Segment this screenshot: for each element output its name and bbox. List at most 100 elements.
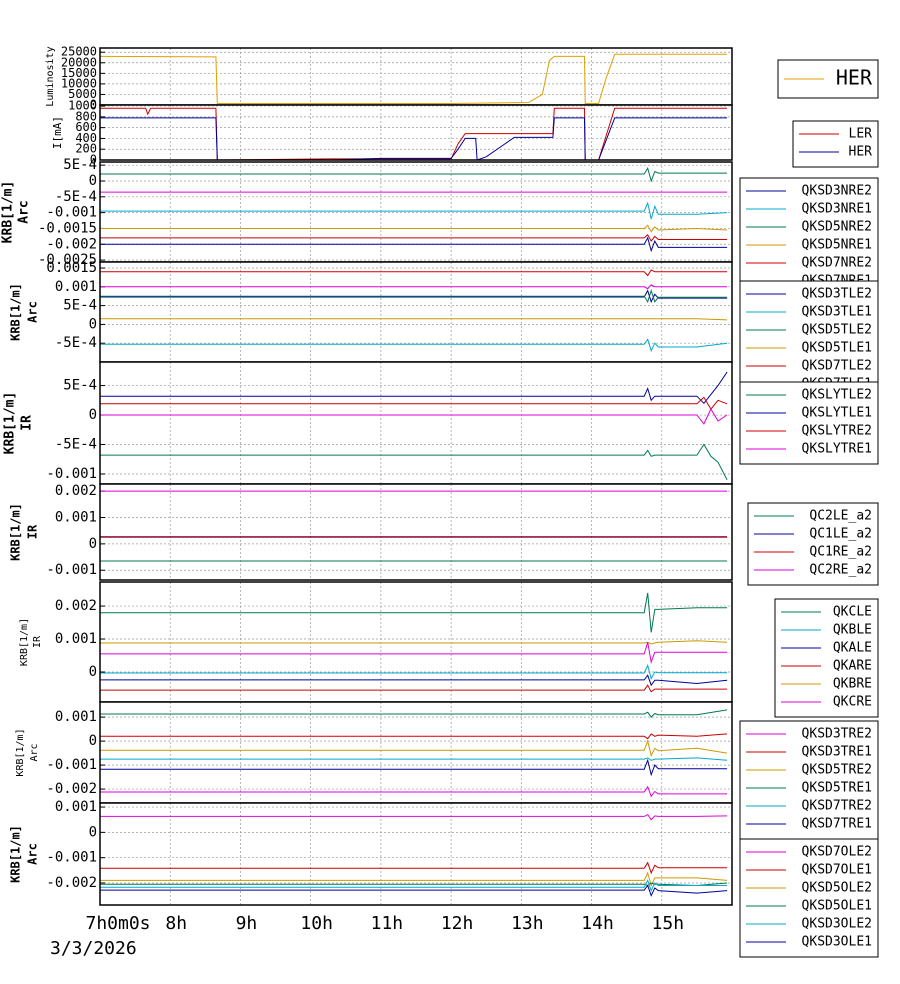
y-tick-label: 1000: [68, 99, 97, 113]
y-tick-label: 0.002: [55, 483, 97, 499]
legend-box: [739, 177, 879, 297]
legend-label: HER: [849, 145, 873, 160]
legend-box: [747, 502, 879, 586]
y-tick-label: -0.001: [46, 850, 97, 866]
legend-box: [792, 120, 879, 168]
legend-label: QKSD7TLE2: [802, 359, 872, 374]
y-tick-label: 5E-4: [63, 378, 97, 394]
panel: [100, 702, 732, 803]
series-line: [100, 396, 728, 410]
series-line: [100, 284, 728, 290]
series-line: [100, 224, 728, 233]
y-axis-label: IR: [32, 635, 43, 648]
legend-label: QC1RE_a2: [809, 545, 872, 560]
y-axis-label: Luminosity: [45, 46, 56, 106]
y-tick-label: 0.001: [55, 709, 97, 725]
legend-label: QKBLE: [833, 623, 872, 638]
legend-label: QKSD5TLE2: [802, 323, 872, 338]
legend-label: QKCLE: [833, 605, 872, 620]
legend-label: QKSD3TRE2: [802, 727, 872, 742]
y-tick-label: -5E-4: [55, 437, 97, 453]
y-axis-label: I[mA]: [51, 116, 64, 149]
legend: QKCLE QKBLE QKALE QKARE QKBRE QKCRE: [774, 598, 879, 718]
series-line: [100, 443, 728, 481]
y-axis-label: KRB[1/m]: [9, 825, 23, 883]
y-tick-label: -0.001: [46, 757, 97, 773]
legend: LER HER: [792, 120, 879, 168]
legend-label: QKSD5OLE1: [802, 899, 872, 914]
series-line: [100, 879, 728, 892]
legend-label: QKSD7TRE1: [802, 817, 872, 832]
legend-label: QC2RE_a2: [809, 563, 872, 578]
series-line: [100, 709, 728, 718]
y-tick-label: 200: [75, 142, 97, 156]
y-tick-label: -0.001: [46, 562, 97, 578]
y-tick-label: 0: [90, 98, 97, 112]
series-line: [100, 338, 728, 353]
y-axis-label: Arc: [29, 743, 40, 761]
legend-label: LER: [849, 127, 873, 142]
panel-frame: [99, 483, 733, 581]
y-tick-label: -0.002: [46, 875, 97, 891]
series-line: [100, 642, 728, 665]
y-axis-label: KRB[1/m]: [9, 503, 23, 561]
legend-label: QKSD3TLE2: [802, 287, 872, 302]
series-line: [100, 785, 728, 798]
y-tick-label: 0: [90, 153, 97, 167]
legend: QKSLYTLE2 QKSLYTLE1 QKSLYTRE2 QKSLYTRE1: [739, 381, 879, 465]
series-line: [100, 269, 728, 277]
series-line: [100, 861, 728, 875]
x-tick-label: 8h: [165, 913, 187, 934]
series-line: [100, 663, 728, 680]
series-line: [100, 236, 728, 253]
legend-box: [739, 838, 879, 958]
legend-box: [774, 598, 879, 718]
y-tick-label: 0: [89, 664, 97, 680]
y-axis-label: KRB[1/m]: [3, 392, 18, 455]
legend-label: QKSD5NRE1: [802, 238, 872, 253]
series-line: [100, 371, 728, 405]
y-tick-label: 0: [89, 173, 97, 189]
legend: QKSD3NRE2 QKSD3NRE1 QKSD5NRE2 QKSD5NRE1 QKSD…: [739, 177, 879, 297]
legend-label: QKSD3OLE1: [802, 935, 872, 950]
y-tick-label: 0.002: [55, 598, 97, 614]
legend-label: QKSD7TRE2: [802, 799, 872, 814]
date-label: 3/3/2026: [50, 938, 137, 959]
series-line: [100, 318, 728, 321]
legend-box: [739, 280, 879, 400]
y-tick-label: 5000: [68, 87, 97, 101]
legend-label: QKSD3NRE2: [802, 184, 872, 199]
series-line: [100, 167, 728, 183]
y-axis-label: Arc: [17, 200, 32, 223]
y-tick-label: -0.0015: [38, 220, 97, 236]
y-axis-label: IR: [26, 524, 40, 539]
y-tick-label: 0.001: [55, 799, 97, 815]
panel: [100, 484, 732, 580]
panel: [100, 162, 732, 262]
legend-label: QKSD7OLE1: [802, 863, 872, 878]
y-tick-label: 0: [89, 824, 97, 840]
legend-label: QKSD5TLE1: [802, 341, 872, 356]
legend-label: QKSLYTLE2: [802, 388, 872, 403]
y-tick-label: -0.001: [46, 205, 97, 221]
y-axis-label: KRB[1/m]: [19, 618, 30, 666]
y-tick-label: 25000: [61, 45, 97, 59]
series-line: [100, 757, 728, 761]
panel: [100, 362, 732, 484]
legend: QKSD3TLE2 QKSD3TLE1 QKSD5TLE2 QKSD5TLE1 QKSD…: [739, 280, 879, 400]
legend: QC2LE_a2 QC1LE_a2 QC1RE_a2 QC2RE_a2: [747, 502, 879, 586]
x-tick-label: 10h: [300, 913, 333, 934]
x-tick-label: 13h: [511, 913, 544, 934]
y-tick-label: 0.001: [55, 279, 97, 295]
panel: [100, 582, 732, 702]
legend-label: QKALE: [833, 641, 872, 656]
x-tick-label: 15h: [652, 913, 685, 934]
y-tick-label: 800: [75, 109, 97, 123]
series-line: [100, 408, 728, 425]
panel-frame: [99, 802, 733, 906]
x-tick-label: 12h: [441, 913, 474, 934]
legend-label: QKCRE: [833, 695, 872, 710]
y-tick-label: -0.002: [46, 236, 97, 252]
series-line: [100, 733, 728, 740]
series-line: [100, 289, 728, 304]
